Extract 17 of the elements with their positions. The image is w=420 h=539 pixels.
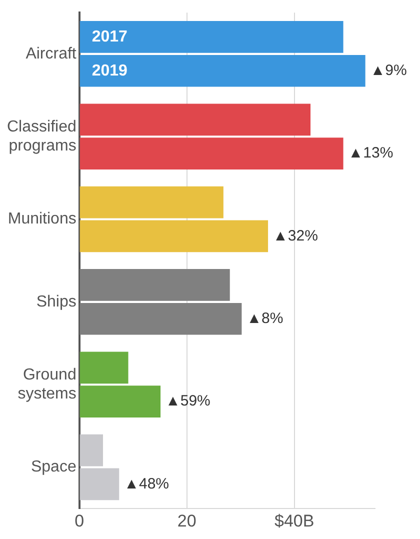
- y-tick-label: Aircraft: [26, 45, 77, 62]
- annotation: ▲13%: [348, 144, 394, 162]
- y-tick-label: Classified programs: [7, 118, 76, 155]
- y-tick-label: Space: [30, 458, 76, 476]
- x-tick-label: 20: [177, 511, 196, 530]
- annotation: ▲9%: [370, 62, 407, 80]
- y-tick-label: Ground systems: [18, 366, 76, 403]
- annotation: ▲8%: [246, 310, 284, 328]
- series-label: 2019: [92, 62, 128, 80]
- x-tick-label: $40B: [274, 511, 314, 530]
- x-tick-label: 0: [74, 511, 84, 530]
- annotation: ▲48%: [124, 475, 170, 492]
- annotation: ▲59%: [166, 392, 210, 410]
- series-label: 2017: [92, 28, 128, 46]
- y-tick-label: Munitions: [8, 210, 76, 228]
- y-tick-label: Ships: [36, 293, 76, 310]
- annotation: ▲32%: [273, 227, 318, 244]
